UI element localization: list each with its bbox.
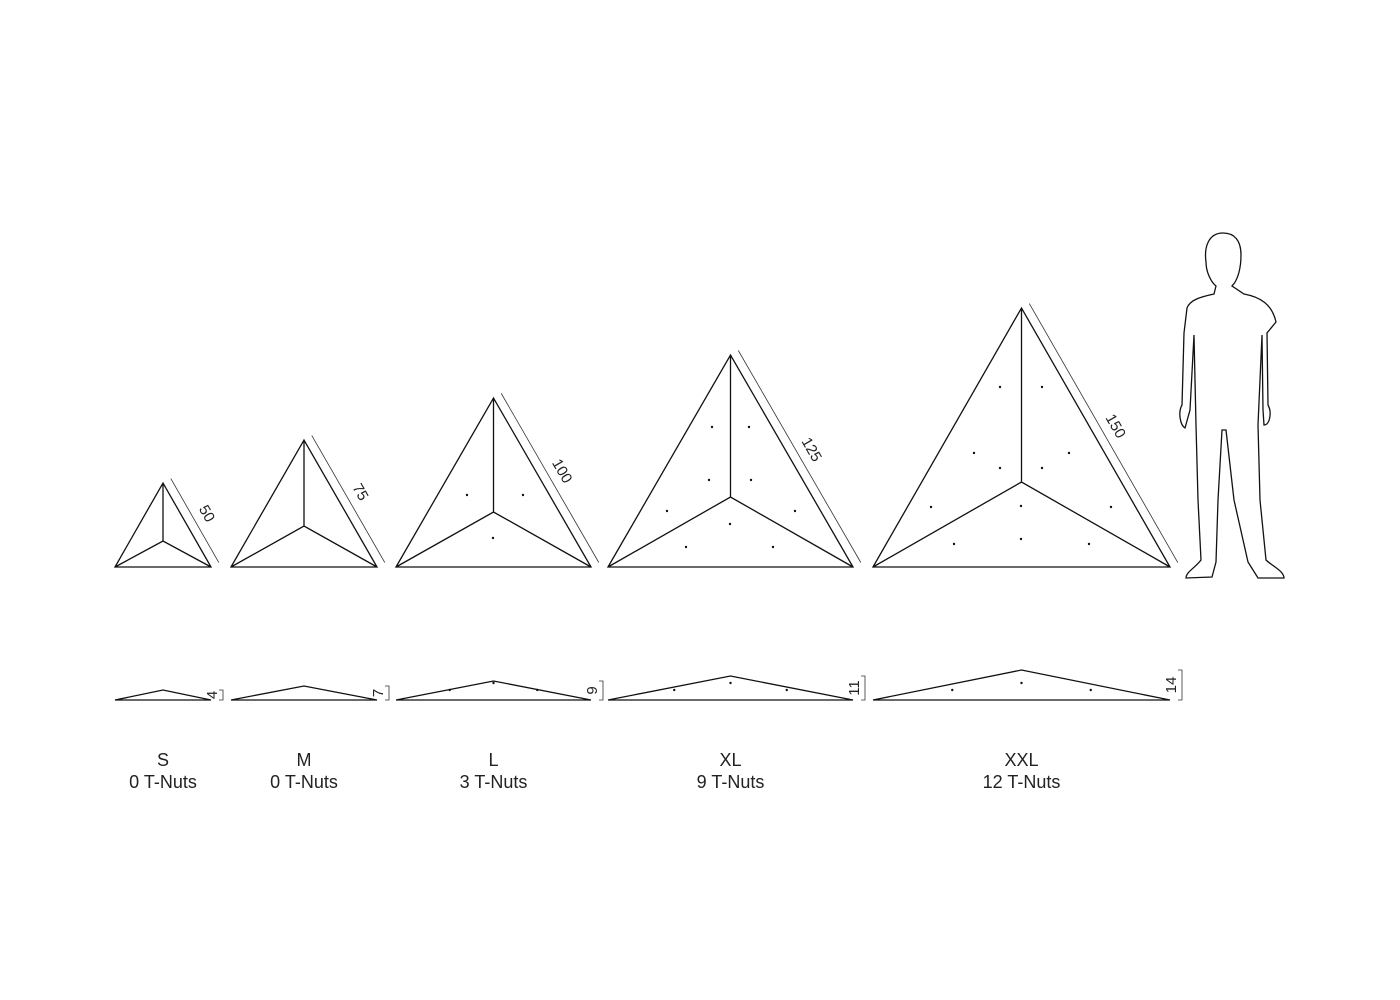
t-nut — [998, 466, 1002, 470]
height-dimension — [219, 689, 224, 701]
tnut-label: 9 T-Nuts — [697, 772, 765, 792]
t-nut — [1019, 537, 1023, 541]
human-silhouette — [1179, 232, 1285, 579]
t-nut-side — [1020, 681, 1023, 685]
t-nut — [793, 509, 797, 513]
edge-dimension — [311, 435, 386, 563]
side-view — [607, 675, 854, 701]
t-nut — [952, 542, 956, 546]
t-nut — [1040, 385, 1044, 389]
side-view — [230, 685, 378, 701]
height-label: 9 — [584, 686, 601, 694]
height-label: 14 — [1163, 677, 1180, 694]
tnut-label: 0 T-Nuts — [270, 772, 338, 792]
height-label: 4 — [204, 691, 221, 699]
t-nut — [747, 425, 751, 429]
t-nut — [1109, 505, 1113, 509]
t-nut-side — [729, 681, 732, 685]
side-view — [872, 669, 1171, 701]
t-nut — [771, 545, 775, 549]
t-nut — [1040, 466, 1044, 470]
side-view — [114, 689, 212, 701]
front-view — [113, 481, 213, 568]
t-nut — [1087, 542, 1091, 546]
t-nut-side — [492, 681, 495, 685]
size-label: S — [157, 750, 169, 770]
t-nut — [929, 505, 933, 509]
height-dimension — [861, 675, 866, 701]
height-label: 11 — [846, 680, 863, 696]
t-nut — [465, 493, 469, 497]
t-nut-side — [536, 688, 539, 692]
tnut-label: 12 T-Nuts — [983, 772, 1061, 792]
t-nut — [491, 536, 495, 540]
height-dimension — [599, 680, 604, 701]
t-nut-side — [951, 688, 954, 692]
edge-dimension — [737, 350, 862, 563]
t-nut-side — [673, 688, 676, 692]
size-label: M — [297, 750, 312, 770]
tnut-label: 0 T-Nuts — [129, 772, 197, 792]
size-label: XXL — [1004, 750, 1038, 770]
front-view — [606, 353, 855, 568]
t-nut — [707, 478, 711, 482]
t-nut — [665, 509, 669, 513]
t-nut — [710, 425, 714, 429]
edge-dimension — [1028, 303, 1179, 563]
t-nut — [1067, 451, 1071, 455]
height-dimension — [1178, 669, 1183, 701]
size-label: XL — [719, 750, 741, 770]
edge-length: 75 — [349, 481, 372, 504]
side-view — [395, 680, 592, 701]
front-view — [871, 306, 1172, 568]
tnut-label: 3 T-Nuts — [460, 772, 528, 792]
t-nut — [728, 522, 732, 526]
size-label: L — [488, 750, 498, 770]
t-nut — [521, 493, 525, 497]
edge-dimension — [500, 393, 600, 563]
t-nut — [972, 451, 976, 455]
edge-length: 50 — [195, 502, 218, 525]
front-view — [394, 396, 593, 568]
t-nut-side — [448, 688, 451, 692]
t-nut — [684, 545, 688, 549]
height-dimension — [385, 685, 390, 701]
t-nut-side — [785, 688, 788, 692]
t-nut — [749, 478, 753, 482]
t-nut — [1019, 504, 1023, 508]
edge-dimension — [170, 478, 220, 563]
front-view — [229, 438, 379, 568]
t-nut — [998, 385, 1002, 389]
height-label: 7 — [370, 689, 387, 697]
t-nut-side — [1089, 688, 1092, 692]
